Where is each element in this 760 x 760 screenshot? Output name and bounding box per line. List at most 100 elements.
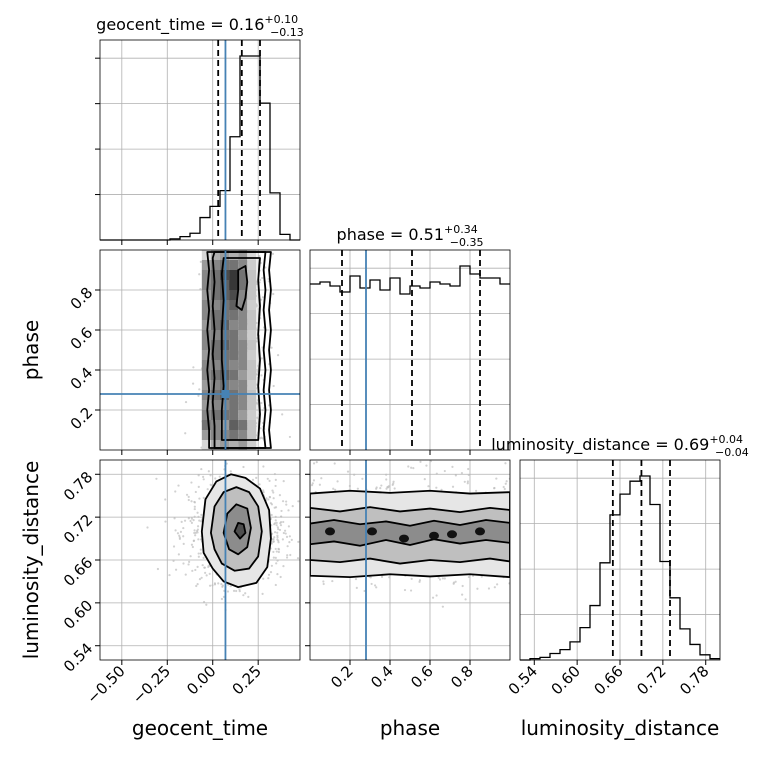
density-cell (229, 300, 239, 310)
density-cell (201, 380, 211, 390)
scatter-point (179, 530, 183, 533)
scatter-point (174, 529, 177, 532)
marginal-phase: phase = 0.51+0.34 −0.35 (309, 223, 511, 455)
scatter-point (187, 563, 190, 566)
scatter-point (322, 580, 325, 583)
scatter-point (266, 477, 269, 480)
scatter-point (288, 535, 291, 538)
scatter-point (419, 460, 422, 463)
scatter-point (385, 478, 388, 481)
scatter-point (336, 480, 339, 483)
density-cell (247, 420, 257, 430)
scatter-point (199, 552, 202, 555)
scatter-point (276, 526, 279, 529)
scatter-point (277, 547, 280, 550)
ylabel-luminosity-distance: luminosity_distance (19, 461, 43, 660)
x-tick-label: −0.50 (83, 662, 128, 707)
scatter-point (261, 592, 264, 595)
x-tick-label: 0.6 (407, 662, 437, 692)
density-cell (229, 400, 239, 410)
pair-phase-luminosity_distance: 0.2 0.4 0.6 0.8 (305, 456, 511, 692)
scatter-point (267, 577, 270, 580)
scatter-point (467, 467, 470, 471)
scatter-point (189, 555, 192, 558)
scatter-point (303, 537, 305, 539)
density-cell (201, 370, 211, 380)
density-cell (220, 360, 230, 370)
density-peak (367, 527, 377, 536)
scatter-point (388, 576, 391, 579)
scatter-point (467, 473, 470, 477)
title-plus: +0.10 (264, 13, 298, 26)
density-cell (220, 400, 230, 410)
scatter-point (346, 470, 350, 473)
scatter-point (201, 564, 204, 567)
scatter-point (190, 517, 194, 520)
density-cell (238, 250, 248, 260)
x-tick-label: 0.54 (505, 662, 541, 698)
scatter-point (146, 526, 149, 529)
density-cell (238, 440, 248, 450)
scatter-point (238, 588, 241, 591)
y-tick-label: 0.6 (67, 324, 97, 354)
scatter-point (202, 600, 206, 604)
scatter-point (259, 427, 262, 430)
scatter-point (353, 473, 356, 476)
density-cell (247, 370, 257, 380)
scatter-point (276, 536, 279, 539)
scatter-point (464, 598, 467, 601)
scatter-point (198, 388, 201, 391)
scatter-point (202, 478, 205, 481)
scatter-point (238, 590, 241, 593)
scatter-point (260, 357, 263, 360)
density-cell (210, 330, 220, 340)
scatter-point (272, 384, 275, 388)
scatter-point (275, 550, 278, 553)
scatter-point (214, 477, 217, 480)
scatter-point (205, 574, 208, 577)
density-cell (201, 310, 211, 320)
scatter-point (205, 603, 208, 606)
contour-line (222, 503, 252, 556)
density-cell (210, 310, 220, 320)
scatter-point (436, 456, 438, 458)
density-peak (475, 527, 485, 536)
scatter-point (196, 511, 199, 514)
scatter-point (177, 553, 180, 556)
scatter-point (312, 462, 316, 465)
scatter-point (210, 484, 213, 487)
scatter-point (282, 531, 285, 535)
scatter-point (272, 556, 275, 559)
density-cell (238, 390, 248, 400)
scatter-point (276, 354, 280, 357)
density-cell (220, 440, 230, 450)
scatter-point (194, 531, 197, 534)
scatter-point (281, 500, 285, 503)
scatter-point (270, 513, 273, 517)
scatter-point (380, 484, 383, 487)
scatter-point (199, 548, 202, 551)
density-cell (220, 380, 230, 390)
scatter-point (199, 287, 202, 291)
density-cell (229, 320, 239, 330)
scatter-point (441, 605, 444, 608)
density-cell (201, 270, 211, 280)
density-cell (247, 390, 257, 400)
scatter-point (182, 542, 185, 545)
marginal-title: luminosity_distance = 0.69+0.04 −0.04 (491, 433, 749, 459)
density-cell (210, 430, 220, 440)
scatter-point (182, 526, 185, 530)
scatter-point (333, 462, 336, 465)
scatter-point (191, 569, 194, 572)
density-cell (220, 370, 230, 380)
scatter-point (198, 577, 202, 581)
scatter-point (297, 500, 300, 503)
scatter-point (262, 577, 265, 580)
scatter-point (315, 461, 318, 464)
scatter-point (285, 556, 289, 559)
density-cell (238, 370, 248, 380)
title-median: phase = 0.51 (337, 225, 444, 244)
scatter-point (272, 491, 275, 494)
scatter-point (275, 524, 278, 527)
density-cell (247, 360, 257, 370)
